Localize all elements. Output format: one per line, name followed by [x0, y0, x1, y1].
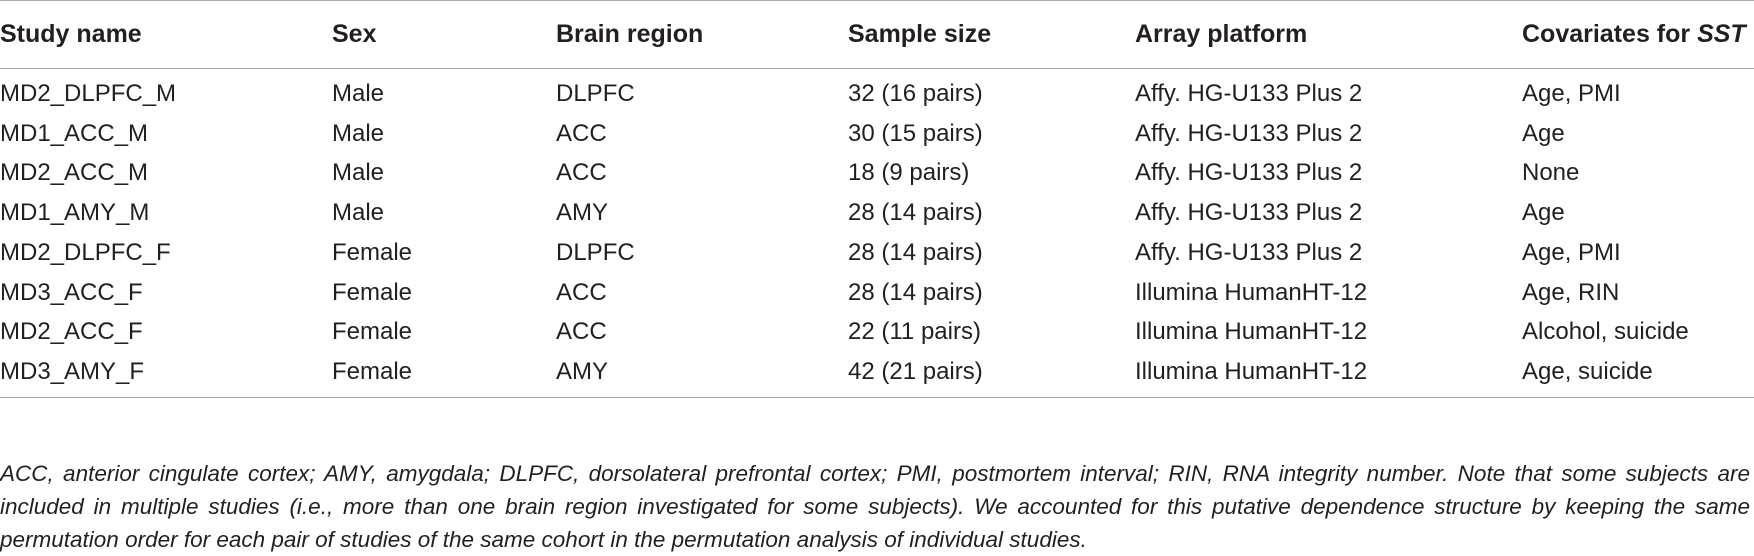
cell-array-platform: Affy. HG-U133 Plus 2 [1135, 199, 1363, 227]
cell-covariates: None [1522, 159, 1580, 187]
cell-array-platform: Affy. HG-U133 Plus 2 [1135, 159, 1363, 187]
cell-covariates: Age, suicide [1522, 357, 1653, 385]
table-row: MD3_ACC_F Female ACC 28 (14 pairs) Illum… [0, 273, 1754, 313]
cell-sex: Female [332, 278, 413, 306]
cell-study-name: MD2_ACC_F [0, 318, 143, 346]
header-study-name: Study name [0, 20, 142, 48]
cell-brain-region: ACC [556, 119, 607, 147]
cell-array-platform: Illumina HumanHT-12 [1135, 318, 1368, 346]
cell-covariates: Age, PMI [1522, 80, 1621, 107]
header-row: Study name Sex Brain region Sample size … [0, 0, 1754, 69]
cell-sample-size: 28 (14 pairs) [848, 278, 983, 306]
header-sex: Sex [332, 20, 377, 48]
table-row: MD2_DLPFC_F Female DLPFC 28 (14 pairs) A… [0, 233, 1754, 273]
table-row: MD3_AMY_F Female AMY 42 (21 pairs) Illum… [0, 352, 1754, 398]
cell-study-name: MD2_DLPFC_M [0, 80, 177, 107]
cell-study-name: MD3_AMY_F [0, 357, 145, 385]
study-table-container: Study name Sex Brain region Sample size … [0, 0, 1754, 398]
cell-study-name: MD2_ACC_M [0, 159, 149, 187]
cell-array-platform: Affy. HG-U133 Plus 2 [1135, 80, 1363, 107]
table-row: MD2_DLPFC_M Male DLPFC 32 (16 pairs) Aff… [0, 69, 1754, 114]
cell-sample-size: 32 (16 pairs) [848, 80, 983, 107]
cell-brain-region: ACC [556, 318, 607, 346]
cell-array-platform: Affy. HG-U133 Plus 2 [1135, 238, 1363, 266]
cell-array-platform: Illumina HumanHT-12 [1135, 278, 1368, 306]
cell-covariates: Age, PMI [1522, 238, 1621, 266]
table-row: MD2_ACC_M Male ACC 18 (9 pairs) Affy. HG… [0, 153, 1754, 193]
cell-covariates: Alcohol, suicide [1522, 318, 1689, 346]
cell-covariates: Age, RIN [1522, 278, 1620, 306]
cell-sample-size: 30 (15 pairs) [848, 119, 983, 147]
cell-covariates: Age [1522, 119, 1565, 147]
header-brain-region: Brain region [556, 20, 704, 48]
cell-sample-size: 28 (14 pairs) [848, 238, 983, 266]
table-footnote: ACC, anterior cingulate cortex; AMY, amy… [0, 460, 1750, 552]
cell-study-name: MD1_AMY_M [0, 199, 150, 227]
cell-sample-size: 18 (9 pairs) [848, 159, 970, 187]
header-covariates: Covariates for SST [1522, 1, 1754, 69]
header-array-platform: Array platform [1135, 20, 1308, 48]
cell-sex: Male [332, 199, 385, 227]
cell-sample-size: 28 (14 pairs) [848, 199, 983, 227]
cell-brain-region: DLPFC [556, 238, 635, 266]
cell-sex: Male [332, 80, 385, 107]
header-sample-size: Sample size [848, 20, 992, 48]
cell-sex: Male [332, 159, 385, 187]
study-table: Study name Sex Brain region Sample size … [0, 0, 1754, 398]
cell-study-name: MD3_ACC_F [0, 278, 143, 306]
cell-covariates: Age [1522, 199, 1565, 227]
cell-brain-region: ACC [556, 159, 607, 187]
table-header: Study name Sex Brain region Sample size … [0, 0, 1754, 69]
table-row: MD2_ACC_F Female ACC 22 (11 pairs) Illum… [0, 312, 1754, 352]
header-covariates-sst: SST [1697, 20, 1746, 48]
cell-sex: Female [332, 318, 413, 346]
cell-brain-region: DLPFC [556, 80, 635, 107]
cell-array-platform: Affy. HG-U133 Plus 2 [1135, 119, 1363, 147]
table-body: MD2_DLPFC_M Male DLPFC 32 (16 pairs) Aff… [0, 69, 1754, 398]
header-covariates-text: Covariates for [1522, 20, 1698, 48]
cell-brain-region: AMY [556, 199, 609, 227]
cell-study-name: MD2_DLPFC_F [0, 238, 171, 266]
cell-array-platform: Illumina HumanHT-12 [1135, 357, 1368, 385]
cell-sample-size: 42 (21 pairs) [848, 357, 983, 385]
table-row: MD1_AMY_M Male AMY 28 (14 pairs) Affy. H… [0, 193, 1754, 233]
cell-sex: Male [332, 119, 385, 147]
cell-sex: Female [332, 238, 413, 266]
cell-sex: Female [332, 357, 413, 385]
cell-study-name: MD1_ACC_M [0, 119, 149, 147]
table-row: MD1_ACC_M Male ACC 30 (15 pairs) Affy. H… [0, 114, 1754, 154]
cell-brain-region: AMY [556, 357, 609, 385]
cell-sample-size: 22 (11 pairs) [848, 318, 981, 346]
cell-brain-region: ACC [556, 278, 607, 306]
